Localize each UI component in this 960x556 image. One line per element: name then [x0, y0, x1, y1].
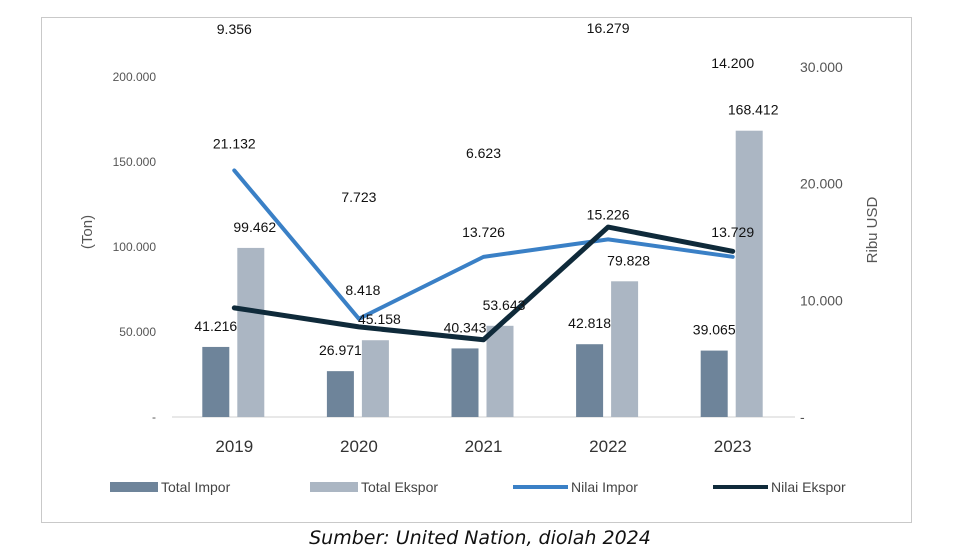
y-right-tick-0: - — [800, 409, 805, 425]
label-ekspor-2023: 168.412 — [728, 102, 779, 118]
label-nilai-ekspor-2022: 16.279 — [587, 20, 630, 36]
label-ekspor-2020: 45.158 — [358, 311, 401, 327]
legend: Total Impor Total Ekspor Nilai Impor Nilai … — [110, 479, 846, 495]
label-nilai-impor-2023: 13.729 — [711, 224, 754, 240]
x-tick-2023: 2023 — [714, 437, 752, 456]
chart-frame — [41, 17, 912, 523]
bar-impor-2021 — [451, 348, 479, 417]
y-axis-right-label: Ribu USD — [864, 196, 881, 263]
label-ekspor-2021: 53.643 — [483, 297, 526, 313]
label-nilai-impor-2020: 8.418 — [345, 282, 380, 298]
label-nilai-ekspor-2020: 7.723 — [341, 189, 376, 205]
bar-impor-2020 — [326, 371, 354, 417]
y-right-tick-2: 20.000 — [800, 176, 843, 192]
y-left-tick-4: 200.000 — [113, 70, 157, 84]
legend-swatch-1 — [310, 482, 358, 492]
legend-label-1: Total Ekspor — [361, 479, 438, 495]
x-tick-2020: 2020 — [340, 437, 378, 456]
y-left-tick-2: 100.000 — [113, 240, 157, 254]
label-nilai-ekspor-2019: 9.356 — [217, 21, 252, 37]
x-axis-ticks: 2019 2020 2021 2022 2023 — [215, 437, 751, 456]
label-nilai-impor-2021: 13.726 — [462, 224, 505, 240]
y-axis-left-label: (Ton) — [79, 215, 96, 249]
bar-ekspor-2022 — [611, 281, 639, 417]
x-tick-2021: 2021 — [465, 437, 503, 456]
x-tick-2022: 2022 — [589, 437, 627, 456]
legend-label-3: Nilai Ekspor — [771, 479, 846, 495]
label-ekspor-2019: 99.462 — [233, 219, 276, 235]
y-axis-left-ticks: - 50.000 100.000 150.000 200.000 — [113, 70, 157, 424]
x-tick-2019: 2019 — [215, 437, 253, 456]
bars — [202, 130, 763, 418]
label-nilai-ekspor-2023: 14.200 — [711, 55, 754, 71]
combo-chart: (Ton) Ribu USD - 50.000 100.000 150.000 200.… — [79, 20, 881, 495]
label-impor-2020: 26.971 — [319, 342, 362, 358]
bar-ekspor-2021 — [486, 325, 514, 417]
legend-swatch-0 — [110, 482, 158, 492]
source-caption: Sumber: United Nation, diolah 2024 — [309, 527, 651, 549]
label-impor-2019: 41.216 — [194, 318, 237, 334]
y-axis-right-ticks: - 10.000 20.000 30.000 — [800, 59, 843, 425]
line-nilai-impor — [232, 168, 735, 321]
y-left-tick-0: - — [152, 410, 156, 424]
label-ekspor-2022: 79.828 — [607, 252, 650, 268]
line-nilai-ekspor — [231, 224, 736, 343]
bar-impor-2022 — [576, 344, 604, 417]
y-right-tick-3: 30.000 — [800, 59, 843, 75]
bar-impor-2019 — [202, 346, 230, 417]
bar-ekspor-2020 — [361, 340, 389, 417]
y-left-tick-3: 150.000 — [113, 155, 157, 169]
label-nilai-impor-2019: 21.132 — [213, 135, 256, 151]
legend-label-0: Total Impor — [161, 479, 231, 495]
label-nilai-impor-2022: 15.226 — [587, 206, 630, 222]
y-right-tick-1: 10.000 — [800, 292, 843, 308]
bar-ekspor-2023 — [735, 130, 763, 418]
label-nilai-ekspor-2021: 6.623 — [466, 145, 501, 161]
y-left-tick-1: 50.000 — [119, 325, 156, 339]
data-labels: 41.216 26.971 40.343 42.818 39.065 99.462 45.1… — [194, 20, 778, 358]
label-impor-2023: 39.065 — [693, 322, 736, 338]
bar-impor-2023 — [700, 350, 728, 417]
label-impor-2021: 40.343 — [444, 319, 487, 335]
legend-label-2: Nilai Impor — [571, 479, 638, 495]
label-impor-2022: 42.818 — [568, 315, 611, 331]
lines — [231, 168, 736, 343]
bar-ekspor-2019 — [237, 247, 265, 417]
